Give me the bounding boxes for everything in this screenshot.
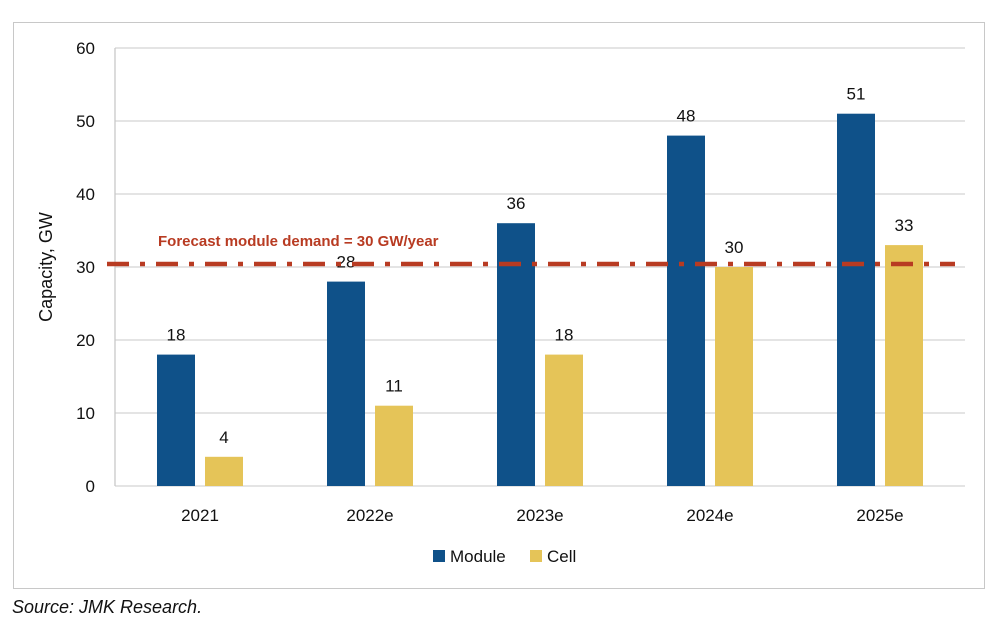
data-label: 4 — [219, 428, 228, 447]
y-tick-label: 40 — [76, 185, 95, 204]
x-tick-label: 2025e — [856, 506, 903, 525]
data-label: 18 — [555, 326, 574, 345]
legend-swatch-module — [433, 550, 445, 562]
bar-module — [157, 354, 195, 486]
bar-cell — [715, 267, 753, 486]
source-note: Source: JMK Research. — [12, 597, 203, 617]
y-tick-label: 0 — [86, 477, 95, 496]
legend-label-cell: Cell — [547, 547, 576, 566]
legend-label-module: Module — [450, 547, 506, 566]
bar-cell — [885, 245, 923, 486]
bar-module — [837, 113, 875, 486]
bar-cell — [205, 456, 243, 486]
data-label: 30 — [725, 238, 744, 257]
y-tick-label: 50 — [76, 112, 95, 131]
x-tick-label: 2021 — [181, 506, 219, 525]
data-label: 48 — [677, 107, 696, 126]
x-tick-label: 2024e — [686, 506, 733, 525]
y-tick-label: 30 — [76, 258, 95, 277]
y-tick-label: 20 — [76, 331, 95, 350]
bar-cell — [375, 405, 413, 486]
bar-module — [327, 281, 365, 486]
y-axis-title: Capacity, GW — [36, 212, 56, 322]
bar-module — [497, 223, 535, 486]
data-label: 18 — [167, 326, 186, 345]
data-label: 51 — [847, 85, 866, 104]
x-tick-label: 2022e — [346, 506, 393, 525]
y-tick-label: 10 — [76, 404, 95, 423]
x-tick-label: 2023e — [516, 506, 563, 525]
data-label: 33 — [895, 216, 914, 235]
legend-swatch-cell — [530, 550, 542, 562]
y-tick-label: 60 — [76, 39, 95, 58]
chart-frame — [13, 22, 985, 589]
data-label: 36 — [507, 194, 526, 213]
bar-cell — [545, 354, 583, 486]
data-label: 11 — [385, 377, 403, 396]
forecast-demand-label: Forecast module demand = 30 GW/year — [158, 233, 439, 250]
data-label: 28 — [337, 253, 356, 272]
bar-module — [667, 135, 705, 486]
